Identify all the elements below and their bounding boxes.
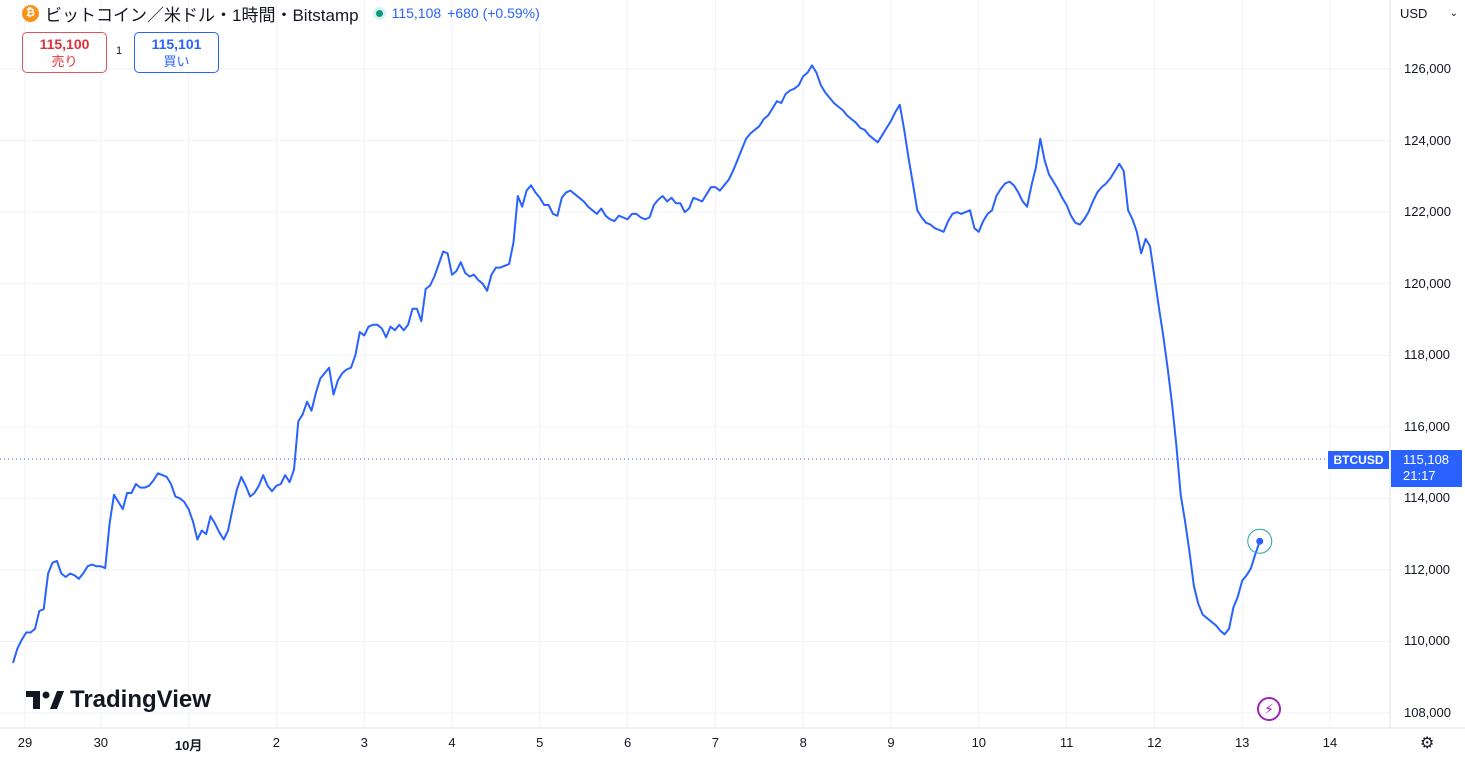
price-tick-label: 112,000	[1404, 561, 1451, 577]
time-tick-label: 10	[971, 735, 987, 750]
currency-label: USD	[1400, 5, 1428, 21]
buy-price: 115,101	[151, 36, 202, 52]
time-tick-label: 11	[1059, 735, 1074, 750]
market-open-icon	[372, 6, 386, 20]
time-tick-label: 9	[887, 735, 895, 750]
tradingview-logo-text: TradingView	[70, 686, 211, 713]
time-tick-label: 13	[1234, 735, 1250, 750]
price-tick-label: 108,000	[1404, 705, 1451, 720]
price-tick-label: 126,000	[1404, 61, 1451, 76]
chevron-down-icon: ⌄	[1449, 7, 1458, 19]
price-tick-label: 124,000	[1404, 132, 1451, 148]
buy-button[interactable]: 115,101 買い	[134, 32, 219, 73]
chart-header: ₿ ビットコイン／米ドル・1時間・Bitstamp 115,108 +680 (…	[22, 2, 540, 25]
time-tick-label: 5	[536, 735, 544, 750]
sell-button[interactable]: 115,100 売り	[22, 32, 107, 73]
time-tick-label: 12	[1147, 735, 1162, 750]
price-tag-countdown: 21:17	[1403, 468, 1436, 483]
price-tick-label: 116,000	[1404, 418, 1451, 434]
spread-value: 1	[116, 45, 123, 57]
price-tick-label: 110,000	[1404, 633, 1451, 649]
price-tick-label: 118,000	[1404, 347, 1451, 363]
time-tick-label: 4	[448, 735, 456, 750]
price-tag-value: 115,108	[1403, 452, 1450, 467]
time-tick-label: 10月	[174, 738, 203, 753]
settings-gear-icon[interactable]: ⚙	[1420, 735, 1435, 752]
time-tick-label: 8	[799, 735, 807, 750]
sell-label: 売り	[51, 54, 78, 69]
header-price: 115,108	[391, 5, 442, 21]
buy-label: 買い	[163, 54, 190, 69]
price-tick-label: 122,000	[1404, 204, 1451, 220]
lightning-icon[interactable]: ⚡	[1257, 697, 1281, 721]
sell-price: 115,100	[39, 36, 90, 52]
symbol-title[interactable]: ビットコイン／米ドル・1時間・Bitstamp	[45, 5, 359, 25]
time-tick-label: 30	[93, 735, 109, 750]
time-tick-label: 29	[17, 735, 33, 750]
last-price-pulse	[1247, 528, 1273, 554]
time-tick-label: 3	[360, 735, 368, 750]
currency-select[interactable]: USD ⌄	[1396, 2, 1462, 24]
time-tick-label: 2	[272, 735, 281, 750]
bitcoin-icon: ₿	[22, 4, 39, 22]
tradingview-logo[interactable]: TradingView	[26, 686, 211, 714]
price-tag: 115,108 21:17	[1391, 450, 1462, 487]
price-tick-label: 114,000	[1404, 490, 1451, 506]
price-tick-label: 120,000	[1404, 275, 1451, 291]
time-tick-label: 6	[623, 735, 632, 750]
chart-grid	[0, 0, 1390, 728]
symbol-tag: BTCUSD	[1328, 451, 1389, 469]
time-tick-label: 14	[1322, 735, 1338, 750]
time-tick-label: 7	[711, 735, 720, 750]
header-change: +680 (+0.59%)	[447, 5, 540, 21]
last-price-point	[1256, 537, 1264, 545]
btcusd-price-line	[12, 64, 1261, 664]
tradingview-logo-icon	[26, 691, 64, 709]
